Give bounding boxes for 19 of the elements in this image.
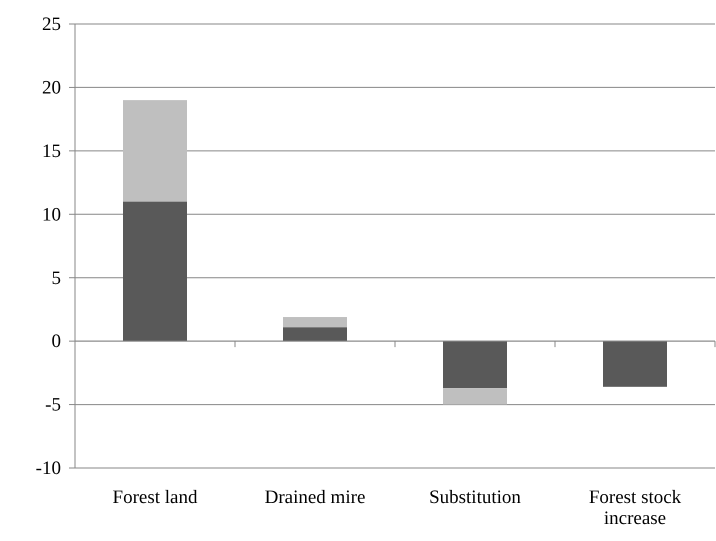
y-tick-label: 0 <box>52 331 61 352</box>
bar <box>283 327 347 342</box>
y-tick-label: 25 <box>42 14 61 36</box>
x-tick-label: Drained mire <box>264 487 366 508</box>
bar <box>123 100 187 202</box>
bar <box>443 341 507 388</box>
x-tick-label: Substitution <box>429 487 522 508</box>
y-tick-label: 10 <box>42 204 61 226</box>
y-tick-label: 15 <box>42 140 61 162</box>
x-tick-label: Forest stock increase <box>588 487 682 529</box>
y-tick-label: -10 <box>36 458 61 480</box>
y-tick-label: 20 <box>42 78 61 99</box>
bar <box>443 388 507 405</box>
bar <box>283 317 347 328</box>
y-tick-label: -5 <box>45 394 61 416</box>
y-tick-label: 5 <box>52 268 61 289</box>
bar <box>123 202 187 342</box>
x-tick-label: Forest land <box>112 487 198 508</box>
bar <box>603 341 667 387</box>
